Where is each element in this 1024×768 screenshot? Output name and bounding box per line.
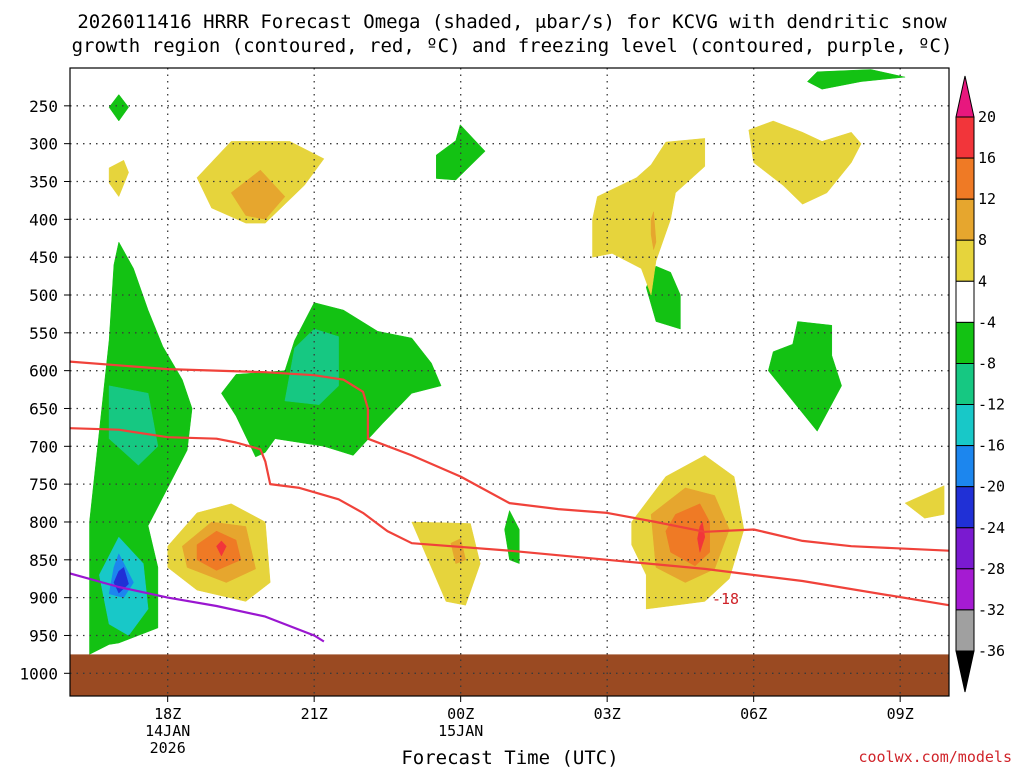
colorbar-bin-10	[955, 527, 975, 570]
colorbar-bin-8	[955, 445, 975, 488]
colorbar-bin-12	[955, 609, 975, 652]
y-tick-label-700: 700	[29, 437, 58, 456]
colorbar-label-11: -28	[978, 560, 1005, 578]
y-tick-label-800: 800	[29, 513, 58, 532]
omega-region-gold-24	[450, 538, 466, 564]
x-tick-label-06Z-1: 06Z	[740, 705, 767, 723]
x-tick-label-18Z-2: 14JAN	[145, 722, 190, 740]
y-tick-label-650: 650	[29, 400, 58, 419]
omega-region-yellow-17	[592, 138, 706, 296]
y-tick-label-950: 950	[29, 627, 58, 646]
omega-region-gold-23	[650, 211, 657, 250]
colorbar-bin-6	[955, 363, 975, 406]
colorbar-label-3: 8	[978, 231, 987, 249]
y-tick-label-900: 900	[29, 589, 58, 608]
omega-region-green-1	[108, 94, 129, 122]
x-tick-label-09Z-1: 09Z	[887, 705, 914, 723]
y-tick-label-1000: 1000	[19, 664, 58, 683]
y-tick-label-600: 600	[29, 362, 58, 381]
colorbar-bin-0	[955, 116, 975, 159]
colorbar-label-7: -12	[978, 396, 1005, 414]
colorbar-bin-9	[955, 486, 975, 529]
colorbar-label-6: -8	[978, 355, 996, 373]
omega-region-orange-27	[665, 503, 710, 567]
chart-title-line-2: growth region (contoured, red, ºC) and f…	[72, 35, 953, 57]
omega-region-teal-9	[284, 328, 339, 405]
y-tick-label-500: 500	[29, 286, 58, 305]
colorbar-label-10: -24	[978, 519, 1005, 537]
colorbar-label-0: 20	[978, 108, 996, 126]
dgz-upper-contour	[69, 360, 950, 552]
colorbar: 20 16 12 8 4 -4 -8 -12 -16 -20 -24 -28 -32 -36	[955, 75, 1005, 693]
omega-region-green-5	[504, 509, 520, 564]
colorbar-label-1: 16	[978, 149, 996, 167]
colorbar-bin-2	[955, 198, 975, 241]
x-axis-label: Forecast Time (UTC)	[401, 747, 618, 768]
omega-region-red-28	[216, 540, 227, 557]
y-tick-label-850: 850	[29, 551, 58, 570]
colorbar-bin-3	[955, 239, 975, 282]
y-tick-label-550: 550	[29, 324, 58, 343]
x-tick-label-18Z-1: 18Z	[154, 705, 181, 723]
omega-region-green-2	[436, 124, 486, 181]
ground-layer	[70, 654, 949, 696]
colorbar-bin-5	[955, 321, 975, 364]
y-tick-label-300: 300	[29, 135, 58, 154]
pressure-axis: 250 300 350 400 450 500 550 600 650 700 750 800 850 9…	[19, 97, 70, 683]
temperature-contours	[69, 360, 950, 643]
plot-frame	[69, 67, 950, 697]
omega-region-red-29	[697, 521, 706, 553]
dgz-lower-contour	[69, 427, 950, 607]
colorbar-top-arrow	[955, 75, 975, 118]
colorbar-label-5: -4	[978, 313, 996, 331]
colorbar-bottom-arrow	[955, 650, 975, 693]
dgz-contour-label: -18	[712, 590, 739, 608]
x-tick-label-00Z-2: 15JAN	[438, 722, 483, 740]
x-tick-label-00Z-1: 00Z	[447, 705, 474, 723]
y-tick-label-400: 400	[29, 210, 58, 229]
omega-region-yellow-20	[904, 485, 945, 519]
y-tick-label-350: 350	[29, 173, 58, 192]
colorbar-label-13: -36	[978, 642, 1005, 660]
freezing-level-contour	[69, 572, 325, 643]
omega-region-yellow-13	[108, 159, 129, 198]
y-tick-label-750: 750	[29, 475, 58, 494]
colorbar-label-9: -20	[978, 478, 1005, 496]
colorbar-label-4: 4	[978, 272, 987, 290]
colorbar-bin-1	[955, 157, 975, 200]
omega-region-teal-8	[108, 385, 159, 466]
chart-title-line-1: 2026011416 HRRR Forecast Omega (shaded, …	[77, 11, 947, 33]
x-tick-label-18Z-3: 2026	[150, 739, 186, 757]
colorbar-label-12: -32	[978, 601, 1005, 619]
ground-fill	[70, 654, 949, 696]
omega-region-gold-21	[230, 169, 286, 220]
colorbar-bin-7	[955, 404, 975, 447]
omega-region-yellow-16	[411, 521, 481, 606]
colorbar-bin-4	[955, 280, 975, 323]
y-tick-label-250: 250	[29, 97, 58, 116]
colorbar-label-2: 12	[978, 190, 996, 208]
omega-region-yellow-18	[748, 120, 862, 205]
x-tick-label-21Z-1: 21Z	[301, 705, 328, 723]
omega-region-green-0	[806, 69, 906, 90]
y-tick-label-450: 450	[29, 248, 58, 267]
x-tick-label-03Z-1: 03Z	[594, 705, 621, 723]
colorbar-bin-11	[955, 568, 975, 611]
omega-region-green-7	[768, 321, 842, 432]
source-credit: coolwx.com/models	[858, 748, 1012, 766]
omega-shaded-regions	[89, 69, 945, 655]
colorbar-label-8: -16	[978, 437, 1005, 455]
omega-region-green-6	[645, 265, 681, 330]
gridlines	[70, 68, 949, 696]
